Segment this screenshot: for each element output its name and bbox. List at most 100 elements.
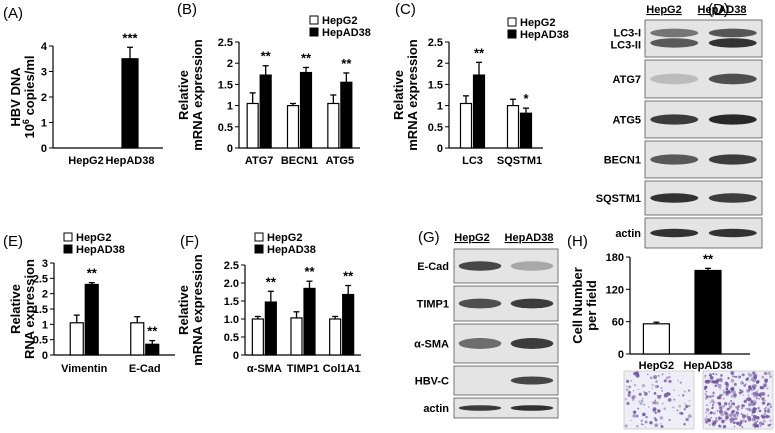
cell-dot: [652, 409, 656, 413]
cell-dot: [704, 393, 707, 395]
cell-dot: [648, 406, 650, 408]
category-label: HepG2: [639, 360, 674, 372]
bar: [303, 287, 316, 356]
cell-dot: [730, 395, 733, 398]
cell-dot: [678, 394, 680, 396]
cell-dot: [754, 375, 757, 379]
cell-dot: [762, 419, 766, 423]
cell-dot: [752, 371, 756, 375]
cell-dot: [763, 407, 767, 411]
cell-dot: [733, 393, 737, 398]
y-tick-label: 120: [606, 284, 624, 296]
cell-dot: [752, 379, 756, 383]
significance-mark: **: [147, 324, 158, 339]
significance-mark: **: [266, 274, 277, 289]
bar: [329, 318, 342, 356]
legend-label-hepad38: HepAD38: [520, 29, 569, 41]
lane-header: HepAD38: [698, 4, 747, 16]
legend-label-hepg2: HepG2: [520, 17, 555, 29]
cell-dot: [665, 395, 668, 398]
cell-dot: [741, 418, 746, 423]
band: [458, 261, 502, 271]
legend-swatch-hepad38: [507, 29, 517, 39]
cell-dot: [767, 423, 771, 427]
cell-dot: [639, 402, 643, 405]
cell-dot: [741, 407, 743, 410]
legend-swatch-hepg2: [309, 15, 319, 25]
band: [510, 405, 554, 411]
cell-dot: [729, 418, 733, 422]
y-tick-label: 2.0: [224, 278, 239, 290]
blot-row-label: LC3-I: [614, 28, 642, 40]
cell-dot: [729, 413, 733, 418]
y-tick-label: 3: [42, 258, 48, 270]
band: [510, 298, 554, 309]
cell-dot: [688, 400, 690, 402]
cell-dot: [764, 378, 769, 383]
micrograph-hepg2: [623, 370, 695, 430]
blot-g: (G) HepG2 HepAD38 E-Cad TIMP1 α-SMA HBV-C actin: [414, 229, 559, 419]
y-tick-label: 2: [42, 289, 48, 301]
y-tick-label: 3: [41, 67, 47, 79]
cell-dot: [729, 420, 733, 424]
y-tick-label: 0: [42, 350, 48, 362]
cell-dot: [732, 390, 736, 395]
cell-dot: [653, 392, 657, 395]
cell-dot: [663, 407, 666, 410]
cell-dot: [752, 399, 757, 404]
panel-label: (E): [3, 233, 23, 250]
band: [650, 154, 699, 165]
cell-dot: [627, 393, 631, 397]
panel-h: (H) 0 60 120 180 Cell Number per field HepG2 ** H…: [567, 233, 750, 372]
cell-dot: [632, 395, 636, 399]
cell-dot: [748, 373, 752, 377]
cell-dot: [711, 394, 715, 398]
cell-dot: [637, 407, 640, 410]
cell-dot: [657, 409, 661, 413]
cell-dot: [748, 395, 750, 398]
legend-swatch-hepad38: [309, 27, 319, 37]
cell-dot: [725, 384, 729, 388]
cell-dot: [759, 385, 764, 390]
legend-swatch-hepad38: [63, 244, 73, 254]
band: [650, 228, 699, 238]
y-tick-label: 180: [606, 252, 624, 264]
cell-dot: [735, 375, 738, 378]
y-tick-label: 1: [437, 101, 443, 113]
cell-dot: [724, 402, 728, 406]
cell-dot: [739, 388, 742, 392]
cell-dot: [740, 390, 744, 394]
y-tick-label: 2.5: [33, 273, 48, 285]
cell-dot: [764, 410, 767, 413]
cell-dot: [716, 410, 719, 412]
cell-dot: [644, 391, 648, 396]
panel-label: (D): [708, 1, 729, 18]
cell-dot: [644, 426, 647, 428]
band: [458, 338, 502, 349]
cell-dot: [717, 424, 721, 428]
cell-dot: [723, 391, 726, 394]
cell-dot: [755, 380, 759, 384]
cell-dot: [761, 392, 766, 396]
cell-dot: [626, 379, 630, 383]
cell-dot: [744, 407, 747, 410]
cell-dot: [673, 389, 675, 391]
cell-dot: [741, 392, 743, 394]
significance-mark: **: [261, 49, 272, 64]
cell-dot: [676, 409, 679, 412]
lane-header: HepG2: [646, 4, 681, 16]
cell-dot: [745, 377, 749, 381]
cell-dot: [640, 423, 643, 426]
cell-dot: [763, 371, 768, 376]
cell-dot: [751, 393, 753, 395]
cell-dot: [668, 375, 671, 379]
cell-dot: [710, 399, 714, 403]
cell-dot: [731, 388, 735, 391]
y-tick-label: 2.5: [218, 37, 233, 49]
cell-dot: [737, 408, 739, 411]
cell-dot: [666, 377, 668, 380]
band: [650, 73, 699, 85]
bar: [642, 323, 671, 355]
cell-dot: [651, 387, 653, 389]
